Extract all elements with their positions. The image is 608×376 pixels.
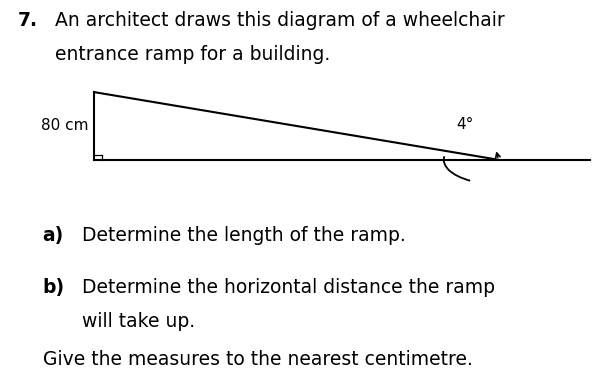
Text: entrance ramp for a building.: entrance ramp for a building. bbox=[55, 45, 330, 64]
Text: An architect draws this diagram of a wheelchair: An architect draws this diagram of a whe… bbox=[55, 11, 505, 30]
Text: 4°: 4° bbox=[456, 117, 474, 132]
Text: 7.: 7. bbox=[18, 11, 38, 30]
Text: 80 cm: 80 cm bbox=[41, 118, 88, 133]
Text: will take up.: will take up. bbox=[82, 312, 195, 331]
Text: Give the measures to the nearest centimetre.: Give the measures to the nearest centime… bbox=[43, 350, 472, 369]
Text: Determine the horizontal distance the ramp: Determine the horizontal distance the ra… bbox=[82, 278, 495, 297]
Text: Determine the length of the ramp.: Determine the length of the ramp. bbox=[82, 226, 406, 245]
Text: b): b) bbox=[43, 278, 64, 297]
Text: a): a) bbox=[43, 226, 64, 245]
